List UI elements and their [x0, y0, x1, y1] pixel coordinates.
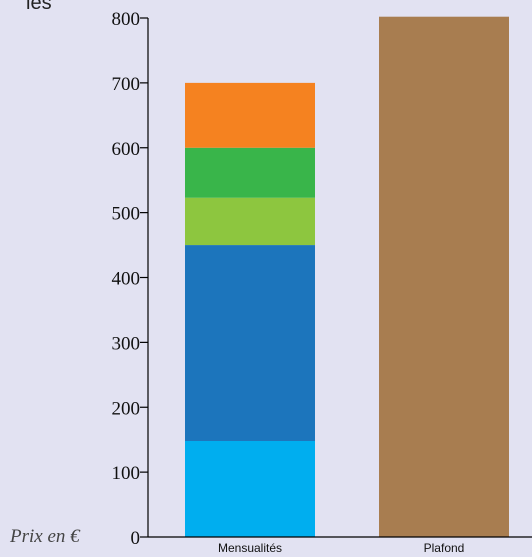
- bars: [185, 16, 509, 537]
- y-tick-label-8: 800: [112, 9, 141, 30]
- bar-0-segment-3: [185, 147, 315, 198]
- y-axis-ticks: 0 100 200 300 400 500 600 700 800: [112, 9, 148, 549]
- y-unit-label: Prix en €: [9, 526, 81, 547]
- bar-1-segment-0: [379, 16, 509, 537]
- y-tick-label-3: 300: [112, 333, 141, 354]
- x-axis-categories: Mensualités Plafond: [218, 541, 464, 555]
- y-tick-label-4: 400: [112, 269, 141, 290]
- bar-0-segment-4: [185, 82, 315, 148]
- y-tick-label-2: 200: [112, 398, 141, 419]
- corner-text: les: [26, 0, 52, 14]
- y-tick-label-1: 100: [112, 463, 141, 484]
- bar-0-segment-1: [185, 245, 315, 441]
- bar-0-segment-2: [185, 197, 315, 246]
- y-tick-label-7: 700: [112, 74, 141, 95]
- y-tick-label-0: 0: [131, 528, 141, 549]
- y-tick-label-6: 600: [112, 139, 141, 160]
- bar-0-segment-0: [185, 440, 315, 537]
- y-tick-label-5: 500: [112, 204, 141, 225]
- x-category-label-0: Mensualités: [218, 541, 282, 555]
- x-category-label-1: Plafond: [424, 541, 465, 555]
